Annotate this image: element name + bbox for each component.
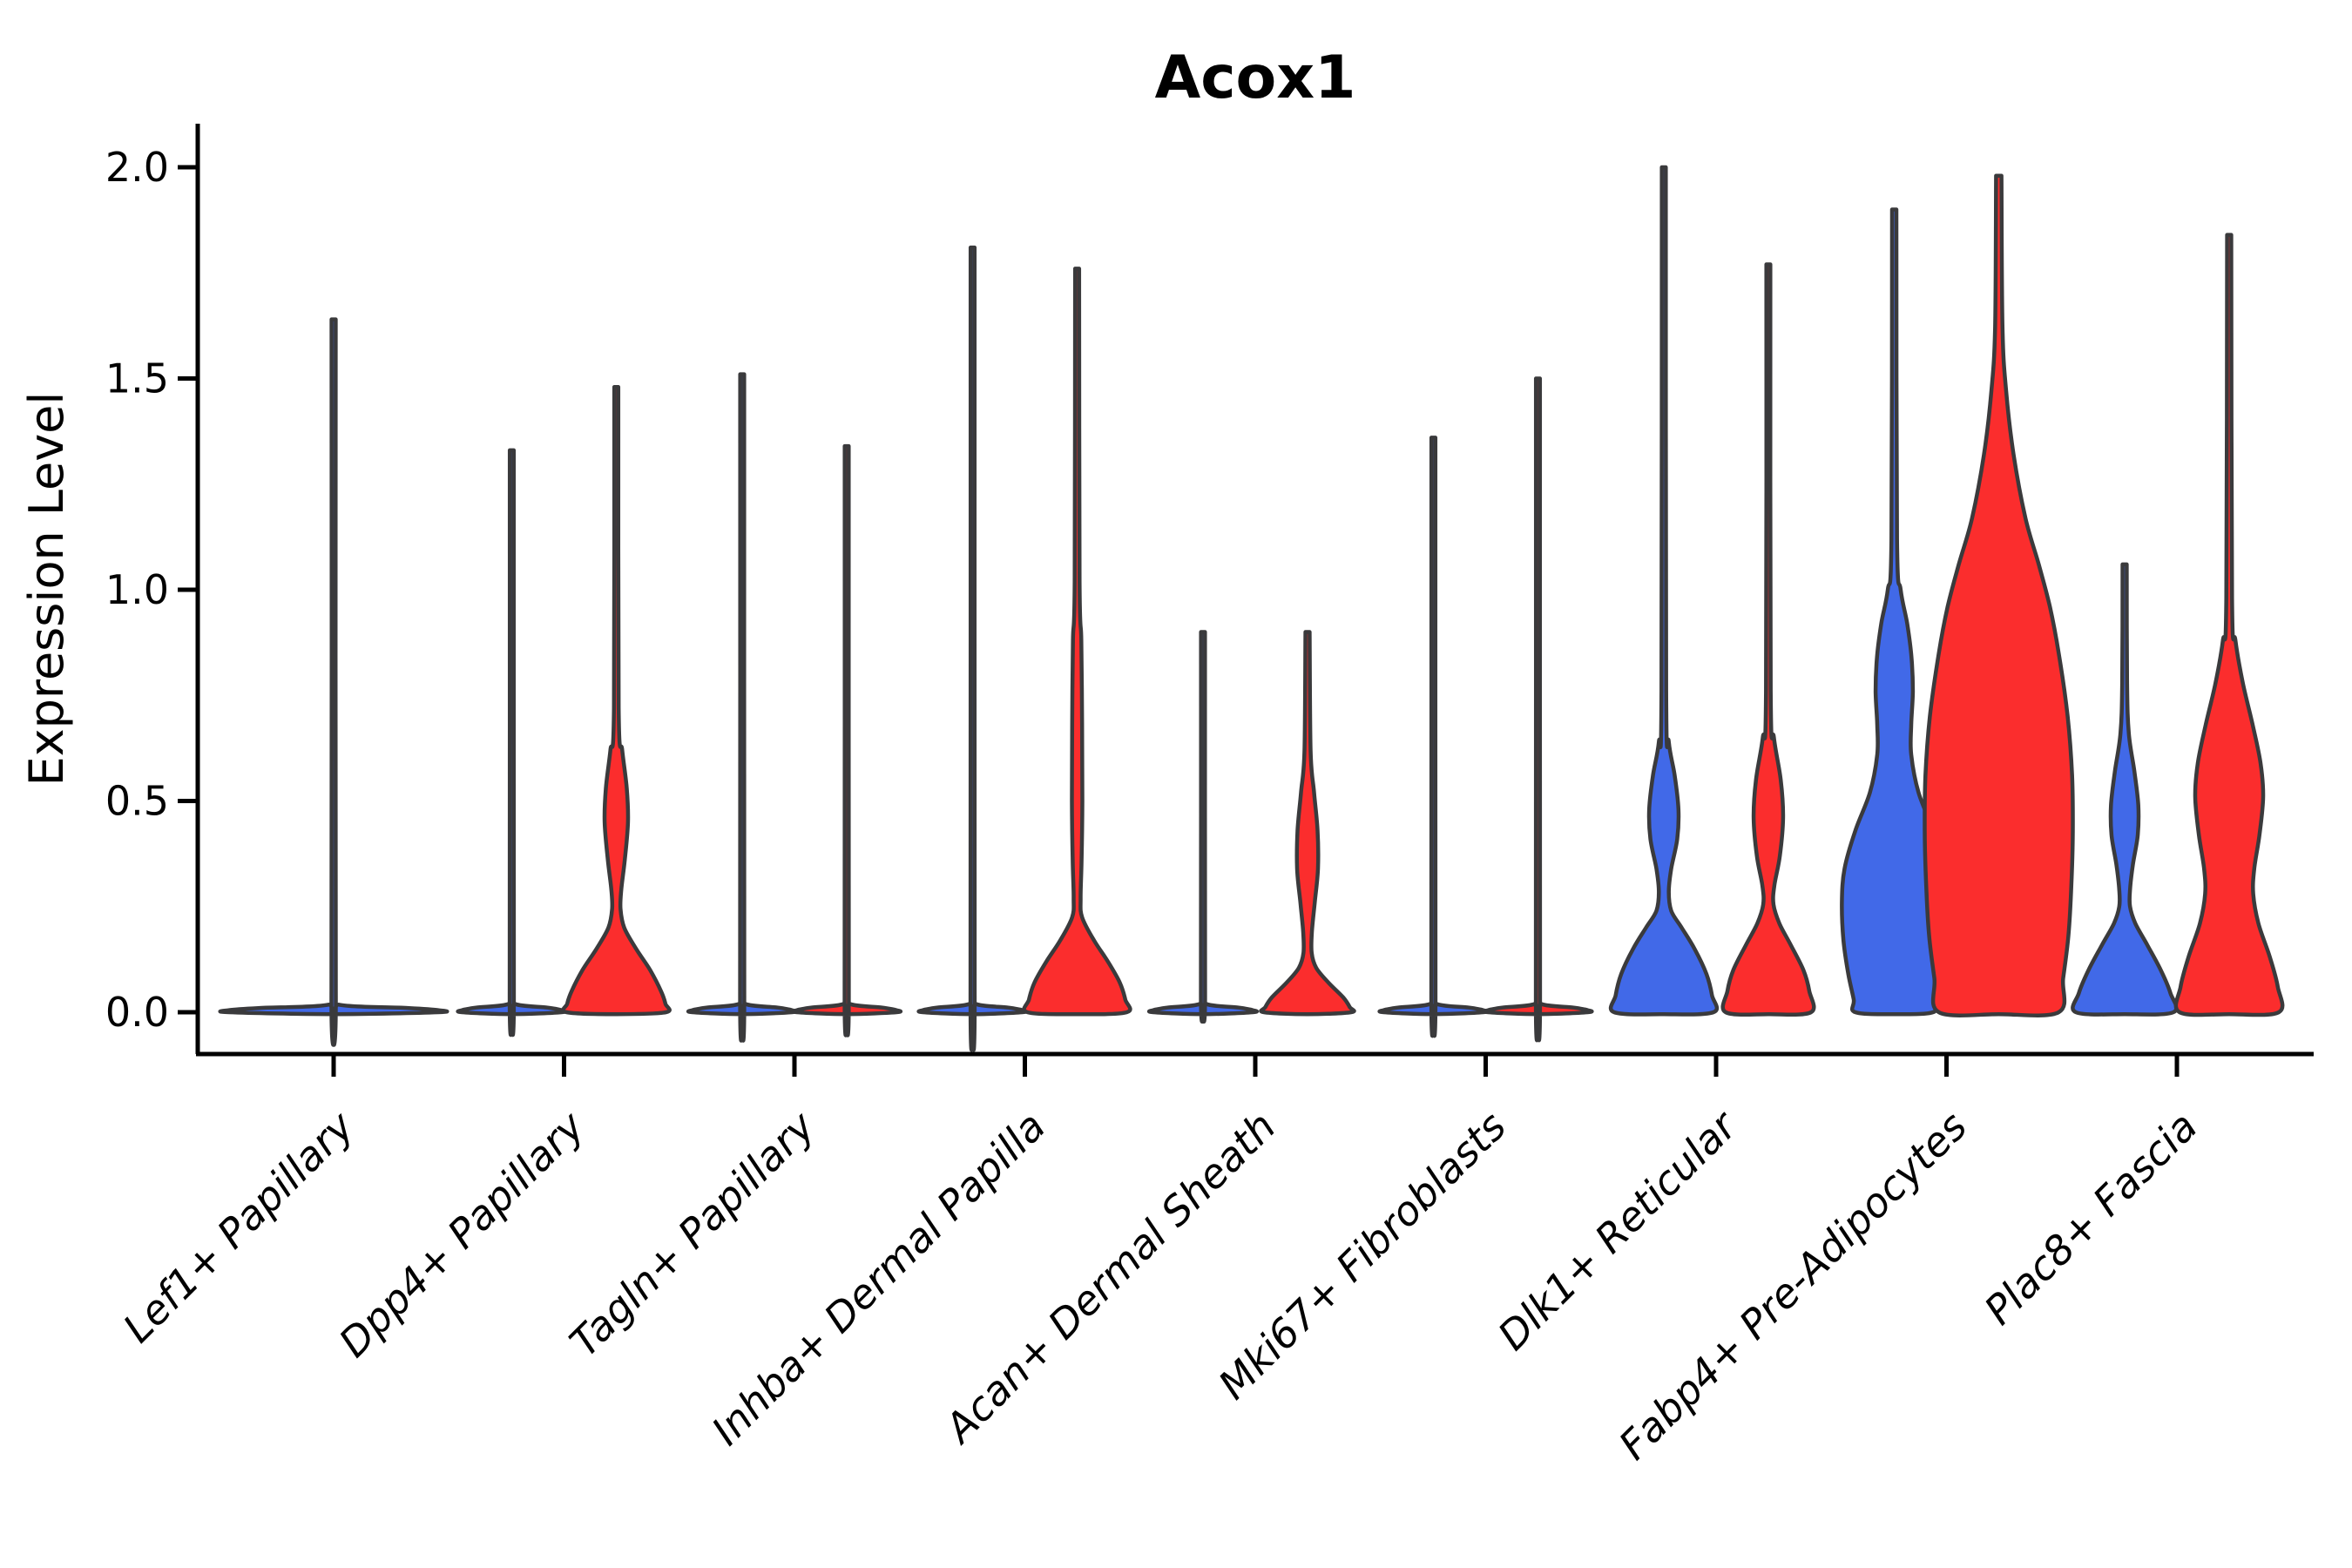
violins-layer — [218, 165, 2285, 1052]
y-tick-label: 1.5 — [105, 355, 169, 402]
violin-dlk1-reticular-left — [1608, 165, 1720, 1017]
y-axis-label: Expression Level — [19, 392, 74, 787]
violin-dlk1-reticular-right — [1720, 262, 1816, 1017]
violin-inhba-dermal-papilla-left — [916, 245, 1029, 1052]
chart-title: Acox1 — [1155, 44, 1356, 112]
y-tick-label: 2.0 — [105, 144, 169, 191]
violin-fabp4-pre-adipocytes-left — [1840, 207, 1949, 1017]
violin-lef1-papillary-center — [218, 317, 449, 1047]
violin-fabp4-pre-adipocytes-right — [1923, 173, 2075, 1017]
violin-tagln-papillary-left — [686, 372, 799, 1043]
violin-tagln-papillary-right — [790, 443, 903, 1037]
violin-plac8-fascia-right — [2173, 233, 2285, 1017]
violin-dpp4-papillary-left — [456, 448, 568, 1037]
y-tick-label: 0.0 — [105, 989, 169, 1036]
y-tick-label: 0.5 — [105, 778, 169, 825]
violin-acan-dermal-sheath-right — [1259, 630, 1356, 1017]
y-tick-label: 1.0 — [105, 566, 169, 613]
violin-dpp4-papillary-right — [561, 384, 672, 1017]
violin-plac8-fascia-left — [2071, 562, 2179, 1017]
violin-acan-dermal-sheath-left — [1146, 630, 1260, 1024]
violin-inhba-dermal-papilla-right — [1022, 267, 1132, 1017]
violin-mki67-fibroblasts-left — [1377, 436, 1490, 1038]
violin-mki67-fibroblasts-right — [1482, 376, 1594, 1043]
